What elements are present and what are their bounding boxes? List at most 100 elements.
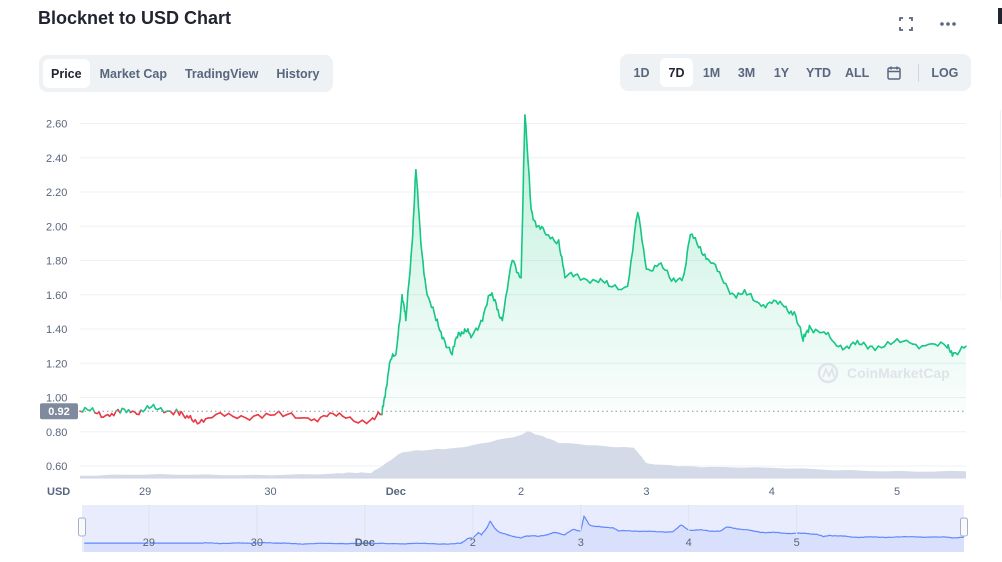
price-segment: [799, 326, 803, 336]
price-segment: [273, 410, 280, 416]
price-segment: [412, 208, 415, 221]
range-separator: [918, 63, 920, 82]
price-segment: [399, 306, 402, 321]
range-1m[interactable]: 1M: [702, 65, 721, 80]
price-segment: [686, 244, 690, 254]
price-segment: [651, 264, 656, 272]
price-segment: [963, 345, 967, 349]
price-segment: [138, 409, 142, 416]
y-tick-label: 1.40: [46, 324, 67, 336]
tab-history[interactable]: History: [276, 66, 320, 81]
price-segment: [639, 227, 643, 243]
header-actions: [896, 14, 958, 34]
price-segment: [365, 418, 372, 425]
price-segment: [236, 414, 242, 420]
price-segment: [382, 399, 385, 408]
price-segment: [514, 264, 518, 274]
price-segment: [211, 413, 217, 419]
price-segment: [534, 220, 538, 228]
price-segment: [633, 220, 637, 236]
price-segment: [871, 345, 876, 352]
log-toggle[interactable]: LOG: [931, 65, 959, 80]
price-segment: [81, 406, 86, 413]
price-segment: [119, 407, 123, 414]
navigator-handle[interactable]: [960, 517, 968, 537]
price-segment: [714, 263, 719, 273]
price-segment: [687, 239, 691, 247]
price-segment: [947, 343, 951, 351]
price-segment: [531, 211, 535, 221]
range-ytd[interactable]: YTD: [806, 65, 831, 80]
navigator-area: [84, 516, 964, 552]
price-segment: [827, 331, 832, 339]
calendar-icon[interactable]: [877, 58, 910, 87]
price-segment: [436, 318, 440, 328]
price-segment: [558, 248, 562, 256]
price-segment: [411, 234, 414, 245]
x-tick-label: 30: [264, 486, 276, 498]
range-7d[interactable]: 7D: [660, 58, 693, 87]
price-segment: [481, 312, 485, 322]
x-tick-label: Dec: [386, 486, 406, 498]
price-segment: [684, 262, 687, 270]
currency-label: USD: [47, 486, 70, 498]
watermark-text: CoinMarketCap: [847, 365, 950, 381]
price-segment: [290, 412, 297, 419]
x-axis: USD 29 30 Dec 2 3 4 5: [47, 486, 900, 498]
tab-market-cap[interactable]: Market Cap: [99, 66, 167, 81]
price-segment: [528, 173, 531, 196]
price-segment: [743, 288, 748, 296]
coinmarketcap-logo-icon: [817, 362, 839, 384]
price-segment: [703, 253, 708, 260]
price-segment: [219, 411, 226, 417]
tab-tradingview[interactable]: TradingView: [184, 66, 259, 81]
price-segment: [409, 255, 412, 273]
price-segment: [433, 312, 437, 322]
price-segment: [529, 194, 532, 210]
fullscreen-icon[interactable]: [896, 14, 916, 34]
price-segment: [724, 282, 729, 290]
price-segment: [605, 279, 610, 288]
x-tick-label: 3: [643, 486, 649, 498]
range-all[interactable]: ALL: [845, 65, 870, 80]
price-segment: [509, 259, 514, 267]
price-segment: [636, 211, 640, 219]
price-segment: [503, 296, 507, 311]
x-tick-label: 29: [139, 486, 151, 498]
price-segment: [404, 306, 408, 322]
x-tick-label: 2: [518, 486, 524, 498]
range-navigator[interactable]: 29 30 Dec 2 3 4 5: [78, 505, 968, 552]
range-1y[interactable]: 1Y: [773, 65, 790, 80]
price-segment: [508, 265, 512, 278]
price-segment: [718, 271, 723, 279]
price-segment: [694, 237, 698, 245]
price-segment: [424, 278, 427, 289]
price-segment: [681, 273, 685, 282]
price-segment: [408, 271, 411, 283]
price-segment: [883, 340, 889, 348]
price-segment: [522, 140, 526, 168]
navigator-tick-label: 29: [143, 537, 155, 549]
divider: [1000, 230, 1001, 300]
price-segment: [638, 217, 642, 229]
price-segment: [248, 415, 255, 421]
tab-price[interactable]: Price: [43, 59, 90, 88]
price-segment: [504, 288, 509, 298]
y-tick-label: 2.40: [46, 153, 67, 165]
range-1d[interactable]: 1D: [633, 65, 650, 80]
price-segment: [91, 407, 96, 414]
price-segment: [316, 416, 322, 423]
price-segment: [526, 143, 529, 162]
price-segment: [614, 284, 620, 291]
range-3m[interactable]: 3M: [737, 65, 756, 80]
price-segment: [683, 267, 686, 276]
more-icon[interactable]: [938, 14, 958, 34]
price-segment: [448, 346, 452, 354]
navigator-handle[interactable]: [78, 517, 86, 537]
price-segment: [395, 336, 399, 349]
volume-shape: [80, 431, 966, 478]
navigator-tick-label: 30: [251, 537, 263, 549]
price-segment: [520, 224, 524, 253]
price-segment: [349, 416, 355, 423]
